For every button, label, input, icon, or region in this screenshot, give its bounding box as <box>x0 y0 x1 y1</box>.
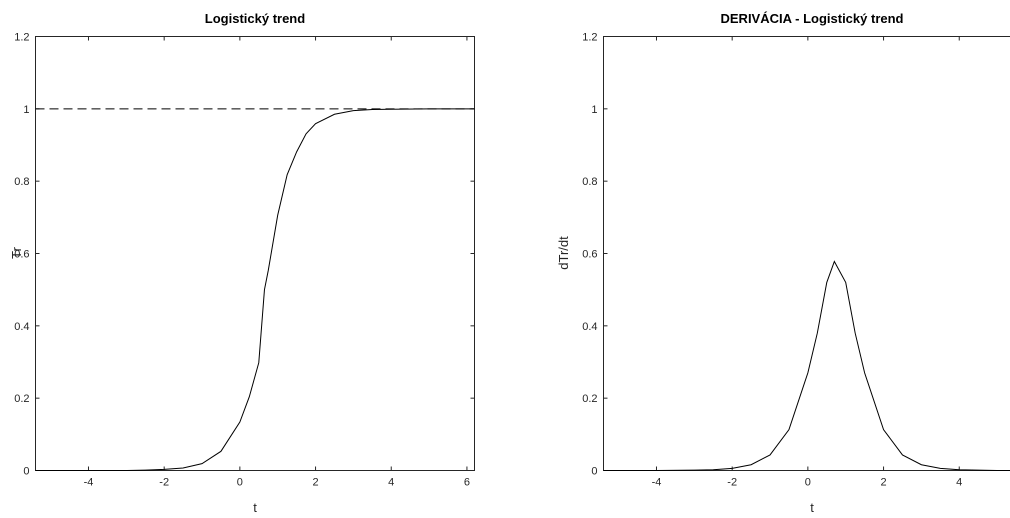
x-tick-label: 0 <box>237 477 243 489</box>
y-tick-label: 1 <box>23 104 29 116</box>
x-tick-label: 6 <box>464 477 470 489</box>
y-tick-label: 0.2 <box>14 393 29 405</box>
series-line <box>603 260 1010 471</box>
chart-title: Logistický trend <box>205 11 305 26</box>
x-axis-label: t <box>253 500 257 515</box>
y-tick-label: 1.2 <box>14 32 29 44</box>
x-tick-label: 2 <box>312 477 318 489</box>
series-line <box>35 108 475 471</box>
x-tick-label: 0 <box>805 477 811 489</box>
plot-area-frame <box>603 36 1010 471</box>
series-layer <box>35 108 475 471</box>
y-tick-label: 0.8 <box>582 176 597 188</box>
y-tick-label: 0 <box>23 466 29 478</box>
x-tick-label: 2 <box>880 477 886 489</box>
x-axis-label: t <box>810 500 814 515</box>
logistic-trend-chart: Logistický trend t Tr -4 -2 0 2 4 6 0 0.2 0.4 0.6… <box>9 11 475 515</box>
y-axis-label: Tr <box>9 246 24 258</box>
y-tick-label: 0.2 <box>582 393 597 405</box>
y-tick-label: 1 <box>591 104 597 116</box>
x-tick-label: -2 <box>727 477 737 489</box>
derivative-chart: DERIVÁCIA - Logistický trend t dTr/dt -4… <box>556 11 1010 515</box>
axis-ticks: -4 -2 0 2 4 6 0 0.2 0.4 0.6 0.8 1 1.2 <box>14 32 475 489</box>
y-tick-label: 0 <box>591 466 597 478</box>
plot-area-frame <box>35 36 475 471</box>
y-tick-label: 0.6 <box>14 249 29 261</box>
x-tick-label: -2 <box>159 477 169 489</box>
y-tick-label: 0.8 <box>14 176 29 188</box>
x-tick-label: 4 <box>388 477 394 489</box>
y-tick-label: 1.2 <box>582 32 597 44</box>
y-tick-label: 0.4 <box>582 321 597 333</box>
y-axis-label: dTr/dt <box>556 236 571 270</box>
chart-title: DERIVÁCIA - Logistický trend <box>721 11 904 26</box>
y-tick-label: 0.4 <box>14 321 29 333</box>
series-layer <box>603 260 1010 471</box>
x-tick-label: 4 <box>956 477 962 489</box>
y-tick-label: 0.6 <box>582 249 597 261</box>
x-tick-label: -4 <box>652 477 662 489</box>
x-tick-label: -4 <box>84 477 94 489</box>
